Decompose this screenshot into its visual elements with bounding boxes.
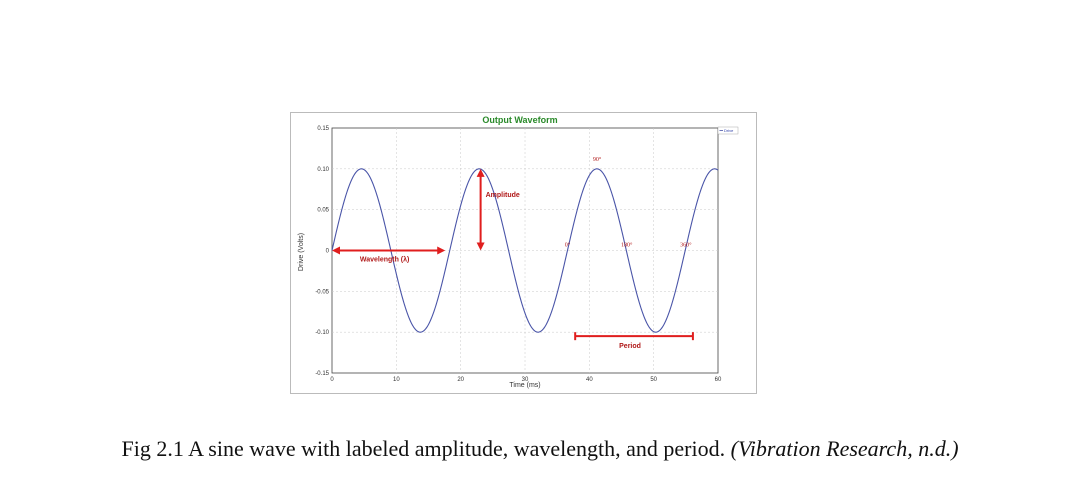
y-tick-label: 0 [326,249,330,255]
phase-label-0: 0° [565,242,571,249]
amplitude-arrowhead-bottom [476,242,485,251]
wavelength-label: Wavelength (λ) [360,256,410,264]
y-tick-label: 0.15 [317,126,329,132]
amplitude-label: Amplitude [486,192,520,199]
caption-source: (Vibration Research, n.d.) [730,436,959,461]
figure: 0 10 20 30 40 50 60 0.15 0.10 0.05 0 -0.05 -0.10 -0.… [290,112,758,394]
x-tick-label: 50 [650,377,657,383]
y-tick-label: 0.10 [317,167,329,173]
wavelength-arrowhead-left [332,246,340,255]
x-tick-label: 40 [586,377,593,383]
y-ticks: 0.15 0.10 0.05 0 -0.05 -0.10 -0.15 [315,126,329,377]
legend: Drive [717,126,739,135]
y-tick-label: 0.05 [317,208,329,214]
x-ticks: 0 10 20 30 40 50 60 [330,377,722,383]
x-tick-label: 0 [330,377,334,383]
annotations: Amplitude Wavelength (λ) Period 0° 90° 1… [332,156,694,350]
period-label: Period [619,343,641,350]
x-tick-label: 60 [715,377,722,383]
series-drive-line [331,168,719,333]
y-axis-title: Drive (Volts) [298,233,305,271]
chart-title: Output Waveform [482,115,557,125]
x-tick-label: 20 [457,377,464,383]
y-tick-label: -0.05 [315,289,329,295]
x-tick-label: 30 [522,377,529,383]
x-axis-title: Time (ms) [509,382,540,389]
amplitude-arrowhead-top [476,168,485,177]
chart: 0 10 20 30 40 50 60 0.15 0.10 0.05 0 -0.05 -0.10 -0.… [290,112,757,394]
wavelength-arrowhead-right [437,246,446,255]
grid [332,128,718,373]
caption-text: Fig 2.1 A sine wave with labeled amplitu… [121,436,726,461]
legend-entry-drive: Drive [724,128,734,133]
y-tick-label: -0.15 [315,371,329,377]
phase-label-360: 360° [680,242,692,249]
y-tick-label: -0.10 [315,330,329,336]
figure-caption: Fig 2.1 A sine wave with labeled amplitu… [0,436,1080,462]
x-tick-label: 10 [393,377,400,383]
phase-label-90: 90° [593,156,602,163]
phase-label-180: 180° [621,242,633,249]
